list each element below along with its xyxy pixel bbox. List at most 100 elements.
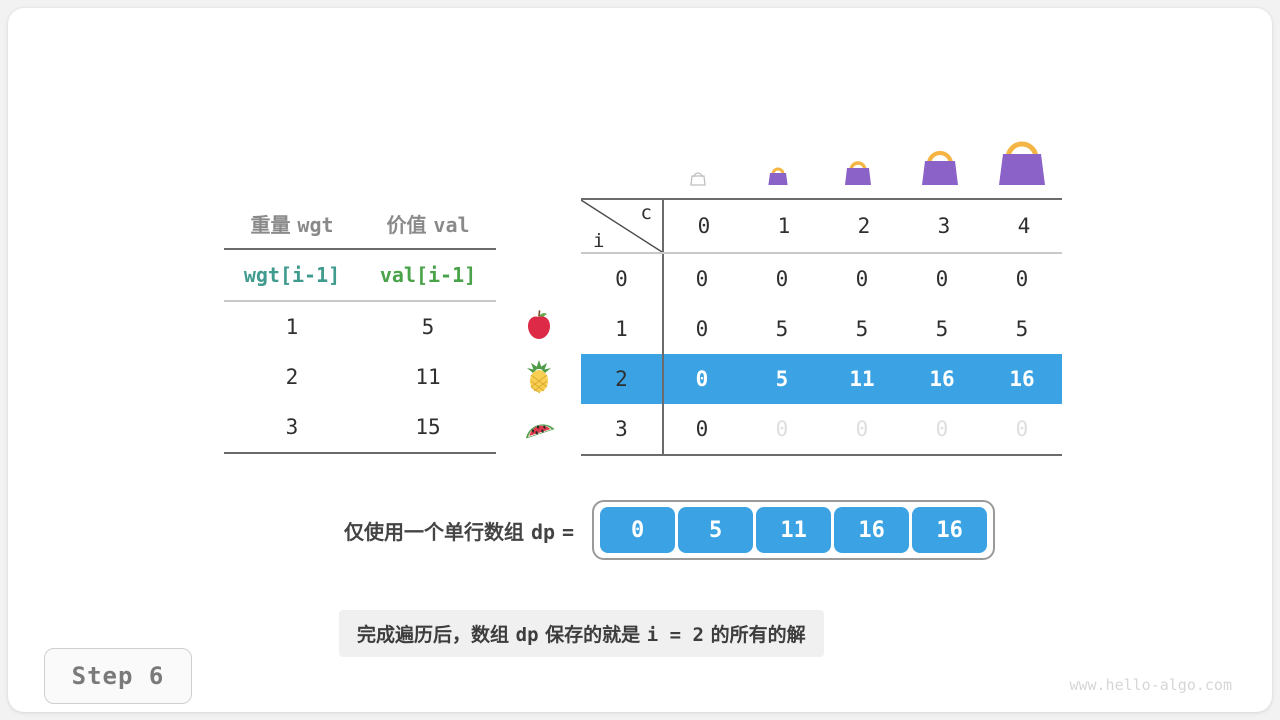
caption-part1: 完成遍历后，数组 <box>357 624 510 646</box>
dp-vertical-divider <box>662 304 664 354</box>
dp-vertical-divider <box>662 254 664 304</box>
apple-icon <box>520 306 558 344</box>
dp-array-label-suffix: = <box>562 519 575 544</box>
dp-cell-0-4: 0 <box>1015 267 1029 291</box>
caption-code1: dp <box>515 624 539 646</box>
dp-cell-2-2: 11 <box>849 367 875 391</box>
dp-array-cell-3: 16 <box>834 507 910 553</box>
dp-cell-2-3: 16 <box>929 367 955 391</box>
items-table: 重量 wgt 价值 val wgt[i-1] val[i-1] 1 5 2 1 <box>224 198 496 454</box>
items-header-weight-text: 重量 <box>250 212 291 237</box>
items-table-divider-top <box>224 248 496 250</box>
items-row2-val: 15 <box>415 415 441 439</box>
dp-cell-1-1: 5 <box>775 317 789 341</box>
items-row1-val: 11 <box>415 365 441 389</box>
dp-array-label-code: dp <box>530 519 556 544</box>
items-subheader-val: val[i-1] <box>379 263 477 287</box>
dp-array-cell-0: 0 <box>600 507 676 553</box>
dp-array-label-prefix: 仅使用一个单行数组 <box>344 519 524 544</box>
dp-corner-row-label: i <box>593 230 605 252</box>
dp-array-cell-1: 5 <box>678 507 754 553</box>
dp-table-divider-header <box>581 252 1062 254</box>
dp-cell-0-0: 0 <box>695 267 709 291</box>
dp-cell-1-4: 5 <box>1015 317 1029 341</box>
caption-part3: 的所有的解 <box>710 624 806 646</box>
items-table-header-row: 重量 wgt 价值 val <box>224 198 496 248</box>
dp-cell-2-1: 5 <box>775 367 789 391</box>
table-row: 3 15 <box>224 402 496 452</box>
dp-row-cells-2: 0 5 11 16 16 <box>662 367 1062 391</box>
dp-vertical-divider <box>662 200 664 252</box>
dp-row-index-3: 3 <box>615 417 628 441</box>
dp-array-cell-2: 11 <box>756 507 832 553</box>
items-table-divider-mid <box>224 300 496 302</box>
dp-col-header-3: 3 <box>937 214 951 238</box>
dp-cell-3-0: 0 <box>695 417 709 441</box>
caption-part2: 保存的就是 <box>545 624 641 646</box>
dp-vertical-divider <box>662 354 664 404</box>
dp-row-cells-0: 0 0 0 0 0 <box>662 267 1062 291</box>
dp-cell-1-0: 0 <box>695 317 709 341</box>
dp-cell-0-2: 0 <box>855 267 869 291</box>
dp-col-header-2: 2 <box>857 214 871 238</box>
dp-row-index-0: 0 <box>615 267 628 291</box>
bag-icon-capacity-1 <box>764 160 792 190</box>
dp-table-divider-bottom <box>581 454 1062 456</box>
caption-code2: i = 2 <box>646 624 704 646</box>
dp-array-section: 仅使用一个单行数组 dp = 0 5 11 16 16 <box>344 500 996 560</box>
dp-col-header-0: 0 <box>697 214 711 238</box>
dp-table-header-row: c i 0 1 2 3 4 <box>581 200 1062 252</box>
dp-cell-1-2: 5 <box>855 317 869 341</box>
items-table-divider-bottom <box>224 452 496 454</box>
dp-cell-3-2: 0 <box>855 417 869 441</box>
dp-row-cells-1: 0 5 5 5 5 <box>662 317 1062 341</box>
dp-array-container: 0 5 11 16 16 <box>592 500 996 560</box>
dp-corner-col-label: c <box>640 202 652 224</box>
items-header-weight: 重量 wgt <box>224 209 360 238</box>
bag-icon-capacity-2 <box>840 152 876 190</box>
items-table-subheader-row: wgt[i-1] val[i-1] <box>224 250 496 300</box>
items-row2-wgt: 3 <box>285 415 299 439</box>
dp-cell-2-0: 0 <box>695 367 709 391</box>
table-row: 0 0 0 0 0 0 <box>581 254 1062 304</box>
slide-card: 重量 wgt 价值 val wgt[i-1] val[i-1] 1 5 2 1 <box>8 8 1272 712</box>
dp-cell-0-3: 0 <box>935 267 949 291</box>
dp-row-cells-3: 0 0 0 0 0 <box>662 417 1062 441</box>
items-header-value: 价值 val <box>360 209 496 238</box>
caption-text: 完成遍历后，数组 dp 保存的就是 i = 2 的所有的解 <box>339 610 824 657</box>
dp-cell-3-1: 0 <box>775 417 789 441</box>
dp-corner-cell: c i <box>581 200 662 252</box>
dp-table-divider-top <box>581 198 1062 200</box>
table-row: 1 5 <box>224 302 496 352</box>
items-header-value-code: val <box>433 212 470 237</box>
dp-col-header-1: 1 <box>777 214 791 238</box>
dp-array-cell-4: 16 <box>912 507 988 553</box>
dp-cell-2-4: 16 <box>1009 367 1035 391</box>
items-header-weight-code: wgt <box>297 212 334 237</box>
dp-col-header-4: 4 <box>1017 214 1031 238</box>
table-row: 2 11 <box>224 352 496 402</box>
watermelon-icon <box>520 408 558 446</box>
items-row1-wgt: 2 <box>285 365 299 389</box>
table-row-highlighted: 2 0 5 11 16 16 <box>581 354 1062 404</box>
dp-table: c i 0 1 2 3 4 0 0 0 0 <box>581 198 1062 456</box>
diagonal-divider-icon <box>581 200 662 252</box>
items-header-value-text: 价值 <box>386 212 427 237</box>
items-row0-wgt: 1 <box>285 315 299 339</box>
dp-column-headers: 0 1 2 3 4 <box>664 200 1064 252</box>
step-badge: Step 6 <box>44 648 192 704</box>
dp-cell-3-4: 0 <box>1015 417 1029 441</box>
bag-icon-capacity-3 <box>916 142 964 190</box>
dp-cell-3-3: 0 <box>935 417 949 441</box>
dp-row-index-2: 2 <box>615 367 628 391</box>
pineapple-icon <box>520 357 558 395</box>
items-subheader-wgt: wgt[i-1] <box>243 263 341 287</box>
bag-icon-capacity-0 <box>688 168 708 190</box>
dp-array-label: 仅使用一个单行数组 dp = <box>344 516 574 545</box>
table-row: 1 0 5 5 5 5 <box>581 304 1062 354</box>
dp-cell-0-1: 0 <box>775 267 789 291</box>
bag-icon-capacity-4 <box>992 130 1052 190</box>
watermark: www.hello-algo.com <box>1069 676 1232 694</box>
dp-row-index-1: 1 <box>615 317 628 341</box>
